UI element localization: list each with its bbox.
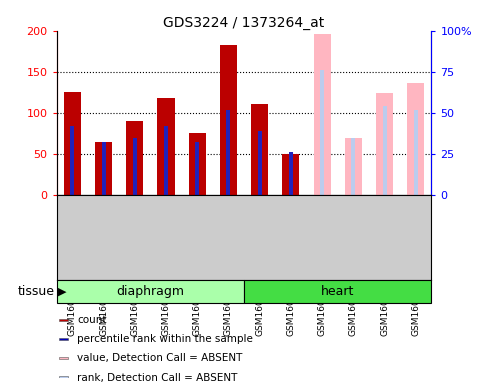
Text: count: count [77,315,107,325]
Bar [64,91,81,195]
Bar [258,131,262,195]
Text: value, Detection Call = ABSENT: value, Detection Call = ABSENT [77,353,243,363]
Text: rank, Detection Call = ABSENT: rank, Detection Call = ABSENT [77,372,238,382]
Text: diaphragm: diaphragm [116,285,184,298]
Bar [59,319,68,321]
Bar [133,137,137,195]
Bar [226,109,230,195]
Bar [244,280,431,303]
Bar [376,93,393,195]
Bar [126,121,143,195]
Bar [157,98,175,195]
Text: tissue: tissue [17,285,54,298]
Bar [70,126,74,195]
Bar [59,338,68,340]
Bar [57,280,244,303]
Bar [220,45,237,195]
Bar [189,134,206,195]
Bar [314,34,331,195]
Title: GDS3224 / 1373264_at: GDS3224 / 1373264_at [163,16,325,30]
Text: percentile rank within the sample: percentile rank within the sample [77,334,253,344]
Bar [345,137,362,195]
Bar [102,142,106,195]
Text: ▶: ▶ [58,286,66,296]
Bar [95,142,112,195]
Bar [251,104,268,195]
Bar [59,376,68,379]
Bar [320,70,324,195]
Bar [407,83,424,195]
Bar [414,109,418,195]
Bar [383,106,387,195]
Bar [352,137,355,195]
Bar [195,142,199,195]
Bar [164,126,168,195]
Text: heart: heart [321,285,354,298]
Bar [59,357,68,359]
Bar [289,152,293,195]
Bar [282,154,299,195]
